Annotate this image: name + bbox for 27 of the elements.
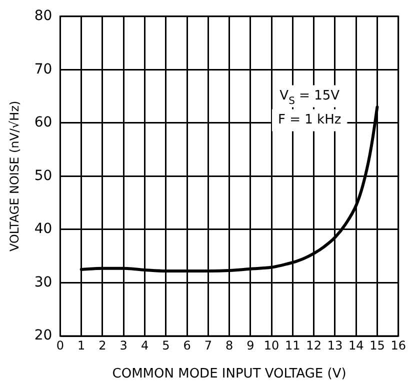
x-tick-label: 0 [56,338,64,352]
y-axis-title: VOLTAGE NOISE (nV/√Hz) [7,100,22,252]
x-tick-label: 7 [204,338,212,352]
y-tick-label: 50 [34,168,52,184]
y-tick-label: 40 [34,221,52,238]
y-tick-label: 80 [34,8,52,24]
x-tick-label: 12 [306,338,322,352]
y-tick-label: 30 [34,274,52,290]
y-tick-label: 70 [34,61,52,78]
x-tick-label: 10 [264,338,280,352]
x-tick-label: 11 [285,338,300,352]
y-tick-label: 60 [34,114,52,131]
annotation: F = 1 kHz [278,112,342,128]
x-tick-label: 3 [120,338,128,352]
x-tick-label: 4 [140,338,149,352]
x-tick-label: 16 [390,338,406,352]
x-axis-title: COMMON MODE INPUT VOLTAGE (V) [112,366,346,382]
x-tick-label: 9 [246,338,254,352]
y-tick-label: 20 [34,328,52,344]
x-tick-label: 2 [98,338,106,352]
x-tick-label: 15 [370,338,385,352]
x-tick-label: 1 [78,338,86,352]
x-tick-label: 8 [225,338,234,352]
x-tick-label: 6 [183,338,191,352]
x-tick-label: 13 [327,338,343,352]
x-tick-label: 14 [348,338,364,352]
x-tick-label: 5 [162,338,170,352]
